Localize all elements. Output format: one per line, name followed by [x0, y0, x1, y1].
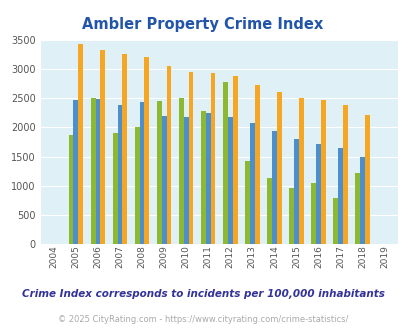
Bar	[210, 73, 215, 244]
Bar	[179, 98, 183, 244]
Bar	[342, 105, 347, 244]
Bar	[288, 188, 293, 244]
Bar	[276, 92, 281, 244]
Bar	[90, 98, 95, 244]
Bar	[222, 82, 227, 244]
Bar	[293, 139, 298, 244]
Bar	[364, 115, 369, 244]
Bar	[298, 98, 303, 244]
Bar	[333, 198, 337, 244]
Text: Ambler Property Crime Index: Ambler Property Crime Index	[82, 17, 323, 32]
Bar	[200, 111, 205, 244]
Bar	[227, 117, 232, 244]
Bar	[117, 105, 122, 244]
Bar	[144, 56, 149, 244]
Text: Crime Index corresponds to incidents per 100,000 inhabitants: Crime Index corresponds to incidents per…	[21, 289, 384, 299]
Bar	[359, 157, 364, 244]
Bar	[73, 100, 78, 244]
Bar	[271, 131, 276, 244]
Bar	[134, 127, 139, 244]
Bar	[100, 50, 105, 244]
Bar	[232, 76, 237, 244]
Bar	[166, 66, 171, 244]
Bar	[122, 54, 127, 244]
Bar	[161, 115, 166, 244]
Bar	[245, 161, 249, 244]
Bar	[68, 135, 73, 244]
Bar	[95, 99, 100, 244]
Bar	[113, 133, 117, 244]
Bar	[315, 144, 320, 244]
Bar	[156, 101, 161, 244]
Bar	[337, 148, 342, 244]
Bar	[139, 102, 144, 244]
Legend: Ambler, Pennsylvania, National: Ambler, Pennsylvania, National	[76, 328, 361, 330]
Bar	[320, 100, 325, 244]
Bar	[249, 123, 254, 244]
Bar	[188, 72, 193, 244]
Text: © 2025 CityRating.com - https://www.cityrating.com/crime-statistics/: © 2025 CityRating.com - https://www.city…	[58, 315, 347, 324]
Bar	[183, 117, 188, 244]
Bar	[205, 113, 210, 244]
Bar	[311, 183, 315, 244]
Bar	[78, 44, 83, 244]
Bar	[266, 178, 271, 244]
Bar	[254, 85, 259, 244]
Bar	[354, 173, 359, 244]
